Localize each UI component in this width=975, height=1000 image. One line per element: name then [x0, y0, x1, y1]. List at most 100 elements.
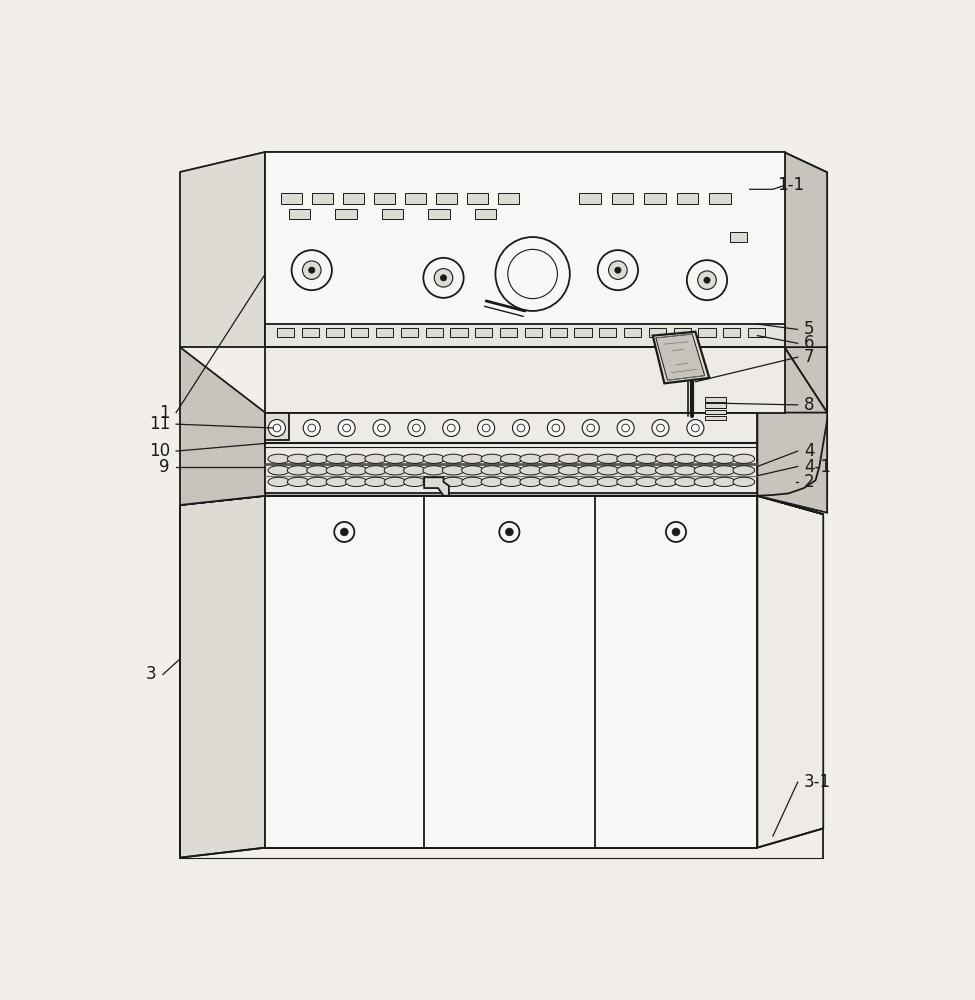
Circle shape: [309, 267, 315, 273]
Text: 4: 4: [803, 442, 814, 460]
Ellipse shape: [520, 466, 541, 475]
Ellipse shape: [345, 454, 368, 463]
Bar: [312, 193, 333, 204]
Bar: [450, 328, 468, 337]
Bar: [550, 328, 566, 337]
Ellipse shape: [365, 454, 386, 463]
Ellipse shape: [404, 466, 425, 475]
Ellipse shape: [636, 466, 658, 475]
Ellipse shape: [598, 454, 619, 463]
Circle shape: [443, 420, 460, 436]
Ellipse shape: [326, 477, 348, 487]
Text: 9: 9: [160, 458, 170, 476]
Ellipse shape: [307, 466, 329, 475]
Ellipse shape: [733, 454, 755, 463]
Circle shape: [598, 250, 638, 290]
Bar: [705, 416, 726, 420]
Ellipse shape: [675, 477, 696, 487]
Circle shape: [686, 420, 704, 436]
Ellipse shape: [598, 466, 619, 475]
Ellipse shape: [675, 466, 696, 475]
Circle shape: [338, 420, 355, 436]
Ellipse shape: [539, 477, 561, 487]
Text: 7: 7: [803, 348, 814, 366]
Bar: [277, 328, 293, 337]
Ellipse shape: [559, 466, 580, 475]
Circle shape: [505, 528, 513, 536]
Ellipse shape: [326, 454, 348, 463]
Circle shape: [268, 420, 286, 436]
Polygon shape: [180, 347, 265, 505]
Ellipse shape: [617, 477, 639, 487]
Bar: [281, 193, 302, 204]
Ellipse shape: [694, 454, 716, 463]
Bar: [343, 193, 365, 204]
Polygon shape: [265, 413, 289, 440]
Ellipse shape: [617, 466, 639, 475]
Ellipse shape: [423, 477, 445, 487]
Polygon shape: [424, 477, 448, 496]
Polygon shape: [265, 347, 785, 413]
Text: 6: 6: [803, 334, 814, 352]
Polygon shape: [180, 496, 265, 858]
Ellipse shape: [559, 477, 580, 487]
Ellipse shape: [714, 466, 735, 475]
Ellipse shape: [636, 454, 658, 463]
Bar: [500, 328, 517, 337]
Ellipse shape: [443, 454, 464, 463]
Bar: [428, 209, 449, 219]
Bar: [649, 328, 666, 337]
Ellipse shape: [288, 466, 309, 475]
Ellipse shape: [559, 454, 580, 463]
Ellipse shape: [481, 466, 503, 475]
Text: 1: 1: [159, 404, 170, 422]
Ellipse shape: [268, 454, 290, 463]
Ellipse shape: [578, 477, 600, 487]
Circle shape: [547, 420, 565, 436]
Circle shape: [408, 420, 425, 436]
Text: 4-1: 4-1: [803, 458, 831, 476]
Polygon shape: [265, 324, 785, 347]
Bar: [301, 328, 319, 337]
Circle shape: [434, 269, 452, 287]
Circle shape: [302, 261, 321, 279]
Circle shape: [340, 528, 348, 536]
Ellipse shape: [655, 477, 678, 487]
Ellipse shape: [539, 466, 561, 475]
Bar: [351, 328, 369, 337]
Bar: [436, 193, 457, 204]
Ellipse shape: [384, 466, 406, 475]
Polygon shape: [656, 334, 705, 380]
Ellipse shape: [520, 454, 541, 463]
Circle shape: [513, 420, 529, 436]
Circle shape: [672, 528, 680, 536]
Circle shape: [582, 420, 600, 436]
Circle shape: [686, 260, 727, 300]
Ellipse shape: [443, 466, 464, 475]
Ellipse shape: [384, 454, 406, 463]
Circle shape: [698, 271, 717, 289]
Bar: [373, 193, 396, 204]
Circle shape: [615, 267, 621, 273]
Ellipse shape: [365, 477, 386, 487]
Ellipse shape: [675, 454, 696, 463]
Ellipse shape: [307, 454, 329, 463]
Ellipse shape: [384, 477, 406, 487]
Text: 10: 10: [149, 442, 170, 460]
Ellipse shape: [520, 477, 541, 487]
Ellipse shape: [288, 454, 309, 463]
Ellipse shape: [307, 477, 329, 487]
Circle shape: [373, 420, 390, 436]
Bar: [705, 397, 726, 402]
Circle shape: [292, 250, 332, 290]
Ellipse shape: [443, 477, 464, 487]
Ellipse shape: [733, 466, 755, 475]
Ellipse shape: [578, 454, 600, 463]
Bar: [376, 328, 393, 337]
Polygon shape: [758, 347, 827, 496]
Ellipse shape: [539, 454, 561, 463]
Polygon shape: [180, 152, 265, 347]
Ellipse shape: [365, 466, 386, 475]
Bar: [467, 193, 488, 204]
Ellipse shape: [404, 477, 425, 487]
